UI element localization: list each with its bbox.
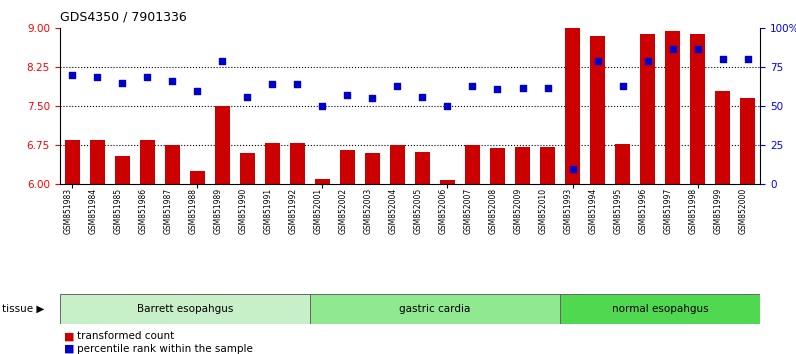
Text: GSM852008: GSM852008 bbox=[489, 188, 498, 234]
Bar bbox=[590, 36, 605, 184]
Text: GSM851999: GSM851999 bbox=[714, 188, 723, 234]
Text: tissue ▶: tissue ▶ bbox=[2, 304, 44, 314]
Bar bbox=[440, 180, 455, 184]
Bar bbox=[240, 153, 255, 184]
Text: Barrett esopahgus: Barrett esopahgus bbox=[137, 304, 233, 314]
Point bbox=[441, 103, 454, 109]
Text: ■: ■ bbox=[64, 344, 74, 354]
Bar bbox=[540, 147, 555, 184]
Point bbox=[491, 86, 504, 92]
Point bbox=[191, 88, 204, 93]
Bar bbox=[560, 294, 760, 324]
Bar bbox=[265, 143, 280, 184]
Bar bbox=[140, 140, 154, 184]
Point bbox=[391, 83, 404, 89]
Point bbox=[316, 103, 329, 109]
Bar bbox=[715, 91, 730, 184]
Text: GSM852003: GSM852003 bbox=[364, 188, 373, 234]
Text: GSM851989: GSM851989 bbox=[213, 188, 222, 234]
Point bbox=[666, 46, 679, 51]
Text: GSM852009: GSM852009 bbox=[513, 188, 522, 234]
Point bbox=[266, 81, 279, 87]
Bar bbox=[565, 28, 580, 184]
Point bbox=[166, 79, 178, 84]
Text: GSM851984: GSM851984 bbox=[88, 188, 97, 234]
Text: transformed count: transformed count bbox=[77, 331, 174, 341]
Text: normal esopahgus: normal esopahgus bbox=[612, 304, 708, 314]
Bar bbox=[115, 155, 130, 184]
Bar bbox=[490, 148, 505, 184]
Point bbox=[516, 85, 529, 90]
Bar bbox=[310, 294, 560, 324]
Point bbox=[541, 85, 554, 90]
Bar bbox=[165, 145, 180, 184]
Text: GSM851983: GSM851983 bbox=[63, 188, 72, 234]
Point bbox=[741, 57, 754, 62]
Bar bbox=[64, 140, 80, 184]
Point bbox=[216, 58, 228, 64]
Text: GSM851990: GSM851990 bbox=[238, 188, 248, 234]
Bar bbox=[740, 98, 755, 184]
Text: GSM852001: GSM852001 bbox=[314, 188, 322, 234]
Point bbox=[566, 166, 579, 171]
Text: gastric cardia: gastric cardia bbox=[400, 304, 470, 314]
Text: GSM852002: GSM852002 bbox=[338, 188, 347, 234]
Bar bbox=[465, 145, 480, 184]
Bar bbox=[340, 150, 355, 184]
Text: GSM852005: GSM852005 bbox=[413, 188, 423, 234]
Text: GSM852007: GSM852007 bbox=[463, 188, 473, 234]
Bar bbox=[365, 153, 380, 184]
Point bbox=[366, 96, 379, 101]
Text: GSM851996: GSM851996 bbox=[638, 188, 648, 234]
Bar bbox=[315, 179, 330, 184]
Text: GSM852000: GSM852000 bbox=[739, 188, 747, 234]
Point bbox=[416, 94, 429, 100]
Text: percentile rank within the sample: percentile rank within the sample bbox=[77, 344, 253, 354]
Point bbox=[616, 83, 629, 89]
Text: GSM851994: GSM851994 bbox=[588, 188, 598, 234]
Bar bbox=[415, 152, 430, 184]
Text: ■: ■ bbox=[64, 331, 74, 341]
Text: GSM852010: GSM852010 bbox=[539, 188, 548, 234]
Text: GSM851985: GSM851985 bbox=[113, 188, 123, 234]
Bar bbox=[290, 143, 305, 184]
Text: GSM851988: GSM851988 bbox=[189, 188, 197, 234]
Point bbox=[116, 80, 129, 86]
Text: GSM851987: GSM851987 bbox=[163, 188, 172, 234]
Bar bbox=[189, 171, 205, 184]
Point bbox=[341, 92, 353, 98]
Bar bbox=[640, 34, 655, 184]
Point bbox=[291, 81, 304, 87]
Bar bbox=[690, 34, 705, 184]
Point bbox=[91, 74, 103, 79]
Bar bbox=[90, 140, 105, 184]
Text: GSM852006: GSM852006 bbox=[439, 188, 447, 234]
Bar bbox=[515, 147, 530, 184]
Bar bbox=[615, 144, 630, 184]
Text: GSM851986: GSM851986 bbox=[139, 188, 147, 234]
Text: GSM851995: GSM851995 bbox=[614, 188, 622, 234]
Point bbox=[691, 46, 704, 51]
Point bbox=[241, 94, 254, 100]
Bar bbox=[390, 145, 405, 184]
Text: GSM851991: GSM851991 bbox=[263, 188, 272, 234]
Bar bbox=[60, 294, 310, 324]
Point bbox=[141, 74, 154, 79]
Text: GSM851997: GSM851997 bbox=[664, 188, 673, 234]
Point bbox=[716, 57, 729, 62]
Text: GDS4350 / 7901336: GDS4350 / 7901336 bbox=[60, 11, 186, 24]
Point bbox=[66, 72, 79, 78]
Bar bbox=[215, 106, 230, 184]
Text: GSM851993: GSM851993 bbox=[564, 188, 572, 234]
Text: GSM851992: GSM851992 bbox=[288, 188, 298, 234]
Text: GSM851998: GSM851998 bbox=[689, 188, 697, 234]
Point bbox=[591, 58, 604, 64]
Text: GSM852004: GSM852004 bbox=[388, 188, 397, 234]
Point bbox=[466, 83, 479, 89]
Point bbox=[642, 58, 654, 64]
Bar bbox=[665, 31, 680, 184]
